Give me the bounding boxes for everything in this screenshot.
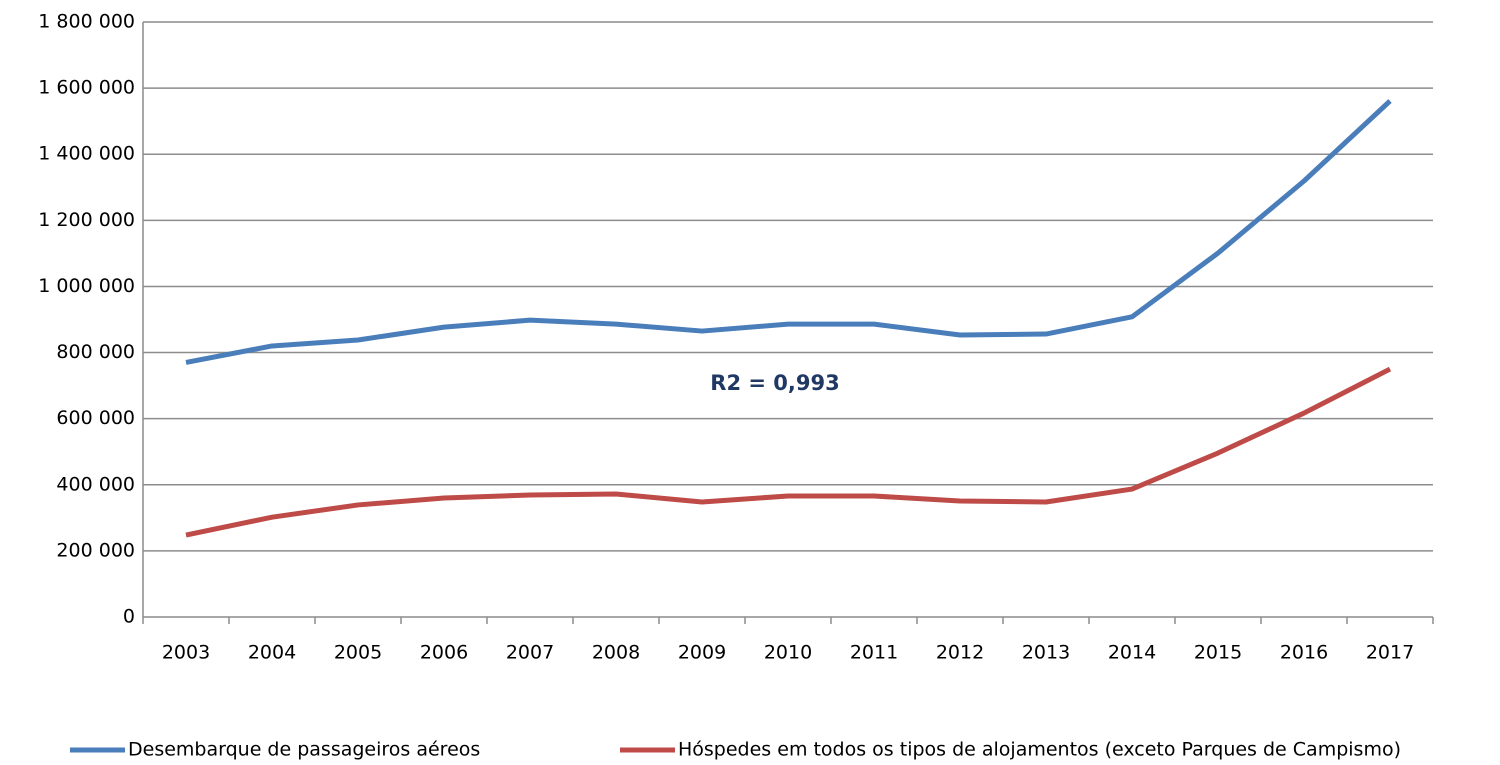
x-tick-label: 2017 <box>1366 642 1414 664</box>
y-tick-label: 1 600 000 <box>38 77 135 99</box>
y-tick-label: 0 <box>123 606 135 628</box>
y-tick-label: 1 000 000 <box>38 275 135 297</box>
x-tick-label: 2008 <box>592 642 640 664</box>
x-tick-label: 2012 <box>936 642 984 664</box>
y-tick-label: 400 000 <box>56 473 135 495</box>
series-line <box>185 366 1392 538</box>
x-tick-label: 2014 <box>1108 642 1156 664</box>
y-tick-label: 600 000 <box>56 407 135 429</box>
x-tick-label: 2011 <box>850 642 898 664</box>
x-tick-label: 2005 <box>334 642 382 664</box>
y-tick-label: 200 000 <box>56 539 135 561</box>
legend-label: Desembarque de passageiros aéreos <box>128 739 480 761</box>
y-tick-label: 800 000 <box>56 341 135 363</box>
x-tick-label: 2006 <box>420 642 468 664</box>
annotation: R2 = 0,993 <box>710 371 839 395</box>
x-tick-label: 2016 <box>1280 642 1328 664</box>
x-tick-label: 2009 <box>678 642 726 664</box>
x-tick-label: 2015 <box>1194 642 1242 664</box>
x-tick-label: 2007 <box>506 642 554 664</box>
x-tick-label: 2004 <box>248 642 296 664</box>
x-tick-label: 2013 <box>1022 642 1070 664</box>
legend-label: Hóspedes em todos os tipos de alojamento… <box>678 739 1401 761</box>
series-line <box>185 99 1392 365</box>
y-tick-label: 1 400 000 <box>38 143 135 165</box>
y-tick-label: 1 800 000 <box>38 11 135 33</box>
x-tick-label: 2003 <box>162 642 210 664</box>
y-tick-label: 1 200 000 <box>38 209 135 231</box>
x-tick-label: 2010 <box>764 642 812 664</box>
